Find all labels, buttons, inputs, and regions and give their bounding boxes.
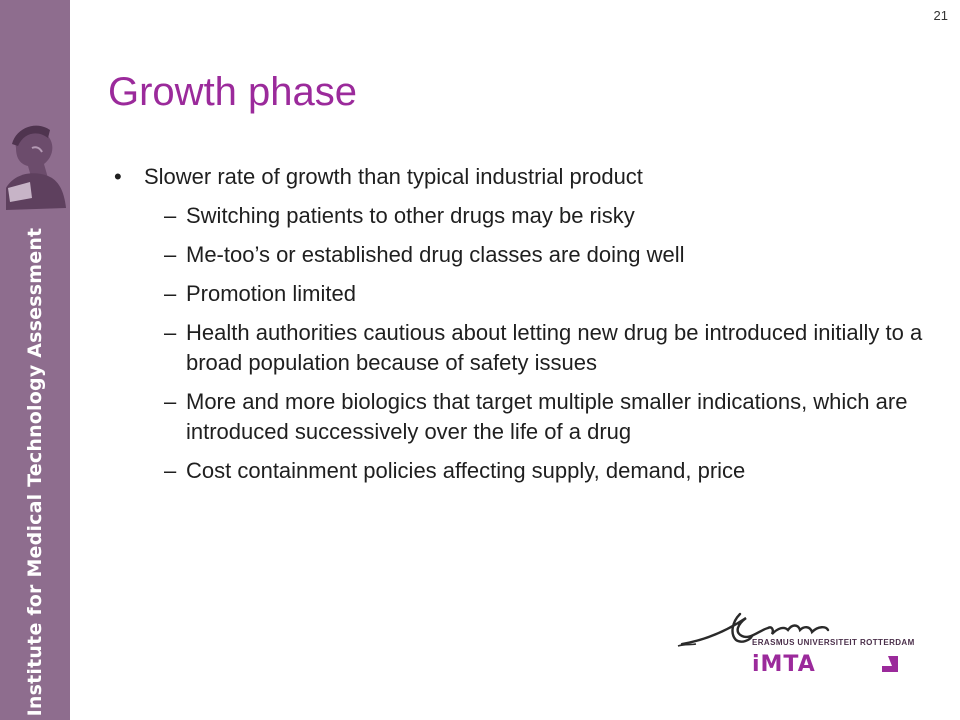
sub-bullet: – More and more biologics that target mu… — [164, 387, 924, 447]
dash-marker: – — [164, 281, 177, 306]
bullet-main-text: Slower rate of growth than typical indus… — [144, 164, 643, 189]
erasmus-portrait-icon — [6, 125, 66, 210]
sub-bullet-text: Cost containment policies affecting supp… — [186, 458, 746, 483]
imta-corner-mark-icon — [882, 656, 898, 672]
dash-marker: – — [164, 242, 177, 267]
sub-bullet-text: Switching patients to other drugs may be… — [186, 203, 635, 228]
sub-bullet-text: More and more biologics that target mult… — [186, 389, 908, 444]
sub-bullet-text: Health authorities cautious about lettin… — [186, 320, 923, 375]
sidebar: Institute for Medical Technology Assessm… — [0, 0, 70, 720]
erasmus-logo — [677, 612, 898, 672]
erasmus-signature-icon — [680, 617, 830, 646]
slide-title: Growth phase — [108, 70, 358, 114]
imta-wordmark: iMTA — [752, 652, 816, 677]
bullet-main: • Slower rate of growth than typical ind… — [114, 162, 924, 192]
dash-marker: – — [164, 458, 177, 483]
sub-bullet: – Me-too’s or established drug classes a… — [164, 240, 924, 270]
dash-marker: – — [164, 203, 177, 228]
sub-bullet: – Promotion limited — [164, 279, 924, 309]
university-name: ERASMUS UNIVERSITEIT ROTTERDAM — [752, 638, 915, 647]
bullet-list: • Slower rate of growth than typical ind… — [114, 162, 924, 495]
sub-bullet-text: Me-too’s or established drug classes are… — [186, 242, 685, 267]
dash-marker: – — [164, 320, 177, 345]
sub-bullet: – Health authorities cautious about lett… — [164, 318, 924, 378]
institute-name: Institute for Medical Technology Assessm… — [24, 227, 46, 717]
dash-marker: – — [164, 389, 177, 414]
sub-bullet: – Switching patients to other drugs may … — [164, 201, 924, 231]
sub-bullet: – Cost containment policies affecting su… — [164, 456, 924, 486]
bullet-marker: • — [114, 164, 122, 189]
sub-bullet-text: Promotion limited — [186, 281, 356, 306]
slide-number: 21 — [933, 8, 948, 23]
